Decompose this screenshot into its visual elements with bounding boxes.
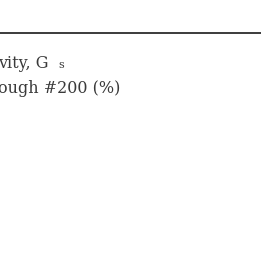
Text: s: s (58, 60, 64, 70)
Text: vity, G: vity, G (0, 55, 49, 72)
Text: ough #200 (%): ough #200 (%) (0, 80, 120, 97)
